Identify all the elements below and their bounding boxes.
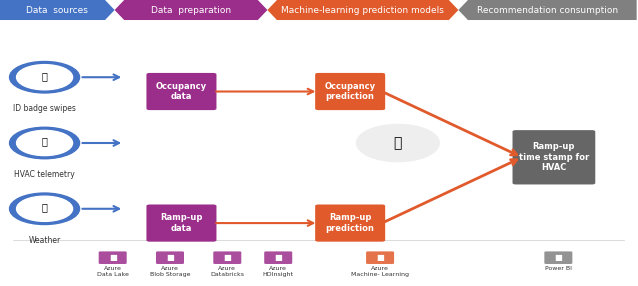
- FancyBboxPatch shape: [156, 251, 184, 264]
- FancyBboxPatch shape: [315, 204, 385, 242]
- FancyBboxPatch shape: [147, 204, 216, 242]
- Circle shape: [10, 127, 80, 159]
- Text: ID badge swipes: ID badge swipes: [13, 104, 76, 113]
- FancyBboxPatch shape: [99, 251, 127, 264]
- Text: Azure
Machine- Learning: Azure Machine- Learning: [351, 266, 409, 277]
- Text: Azure
Blob Storage: Azure Blob Storage: [150, 266, 190, 277]
- Text: Ramp-up
time stamp for
HVAC: Ramp-up time stamp for HVAC: [519, 142, 589, 172]
- Text: 👤: 👤: [41, 71, 47, 81]
- FancyBboxPatch shape: [213, 251, 241, 264]
- Text: ■: ■: [554, 253, 562, 262]
- Text: Ramp-up
data: Ramp-up data: [160, 213, 203, 233]
- Text: ■: ■: [376, 253, 384, 262]
- Circle shape: [10, 193, 80, 225]
- FancyBboxPatch shape: [264, 251, 292, 264]
- Text: ■: ■: [274, 253, 282, 262]
- Circle shape: [17, 196, 73, 221]
- Text: HVAC telemetry: HVAC telemetry: [14, 170, 75, 179]
- Text: Recommendation consumption: Recommendation consumption: [477, 5, 618, 15]
- Polygon shape: [458, 0, 637, 20]
- Circle shape: [357, 124, 440, 162]
- Text: ■: ■: [108, 253, 117, 262]
- Text: ■: ■: [166, 253, 174, 262]
- FancyBboxPatch shape: [544, 251, 572, 264]
- Text: Machine-learning prediction models: Machine-learning prediction models: [281, 5, 444, 15]
- Text: ⛅: ⛅: [41, 202, 47, 212]
- Text: Azure
Data Lake: Azure Data Lake: [97, 266, 129, 277]
- Text: Occupancy
prediction: Occupancy prediction: [325, 82, 376, 101]
- Polygon shape: [115, 0, 267, 20]
- FancyBboxPatch shape: [366, 251, 394, 264]
- Polygon shape: [0, 0, 115, 20]
- Text: 🌡: 🌡: [41, 137, 47, 146]
- Circle shape: [10, 61, 80, 93]
- FancyBboxPatch shape: [512, 130, 595, 184]
- Text: Data  sources: Data sources: [26, 5, 88, 15]
- Polygon shape: [267, 0, 458, 20]
- Text: Azure
HDInsight: Azure HDInsight: [263, 266, 293, 277]
- Text: Ramp-up
prediction: Ramp-up prediction: [326, 213, 375, 233]
- Text: ■: ■: [223, 253, 231, 262]
- Text: Azure
Databricks: Azure Databricks: [211, 266, 244, 277]
- Text: Power BI: Power BI: [545, 266, 572, 271]
- Text: Weather: Weather: [29, 236, 61, 245]
- Text: 🤖: 🤖: [394, 136, 402, 150]
- Circle shape: [17, 130, 73, 156]
- Circle shape: [17, 65, 73, 90]
- Text: Occupancy
data: Occupancy data: [156, 82, 207, 101]
- Text: Data  preparation: Data preparation: [151, 5, 231, 15]
- FancyBboxPatch shape: [147, 73, 216, 110]
- FancyBboxPatch shape: [315, 73, 385, 110]
